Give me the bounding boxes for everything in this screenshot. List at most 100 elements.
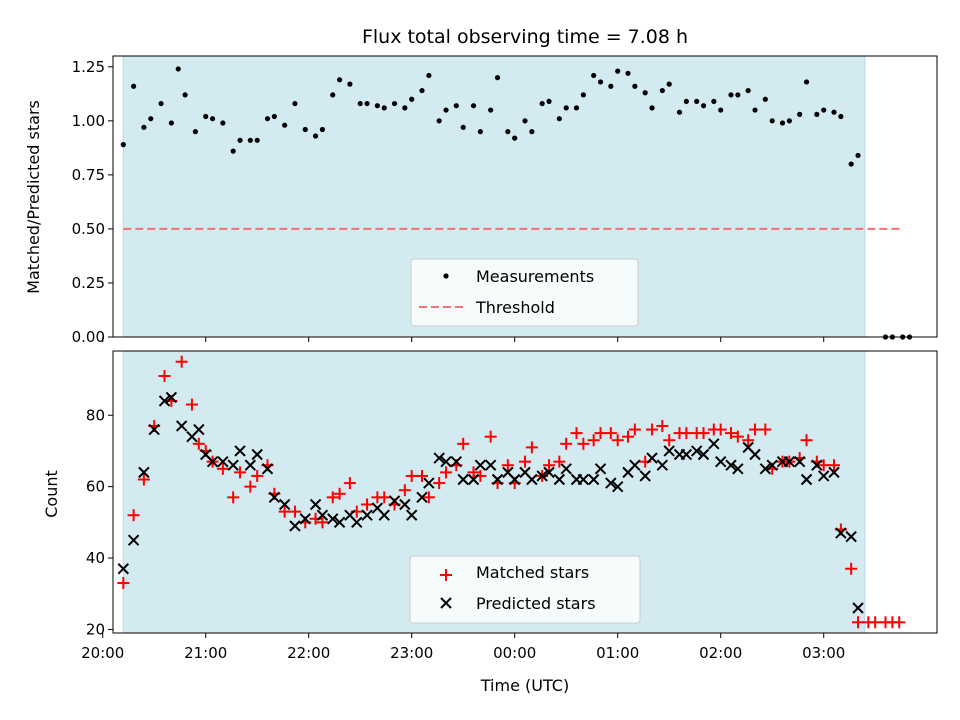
- matched-star-point: [519, 455, 531, 468]
- top-legend: Measurements Threshold: [410, 258, 639, 327]
- matched-star-point: [663, 434, 676, 447]
- predicted-star-point: [526, 473, 538, 486]
- predicted-star-point: [416, 491, 428, 504]
- measurement-point: [700, 103, 707, 109]
- measurement-point: [302, 126, 308, 133]
- matched-star-point: [680, 427, 693, 440]
- predicted-star-point: [227, 459, 239, 471]
- matched-star-point: [725, 427, 737, 440]
- predicted-star-point: [629, 459, 641, 471]
- y-tick-label: 1.00: [72, 112, 105, 130]
- predicted-star-point: [361, 509, 373, 521]
- predicted-star-point: [399, 498, 411, 511]
- x-tick-label: 03:00: [802, 644, 845, 662]
- predicted-star-point: [175, 420, 188, 432]
- measurement-point: [141, 124, 147, 130]
- matched-star-point: [484, 430, 497, 443]
- predicted-star-point: [536, 470, 548, 482]
- measurement-point: [391, 100, 398, 107]
- measurement-point: [131, 83, 137, 89]
- predicted-star-point: [639, 470, 651, 482]
- x-tick-label: 20:00: [81, 644, 124, 662]
- matched-star-point: [749, 423, 762, 436]
- matched-star-point: [628, 423, 641, 436]
- predicted-star-point: [423, 477, 435, 489]
- matched-star-point: [288, 505, 301, 518]
- measurement-point: [580, 92, 586, 98]
- matched-star-point: [378, 491, 391, 504]
- predicted-star-point: [405, 509, 418, 521]
- predicted-star-point: [759, 463, 772, 475]
- predicted-star-point: [766, 459, 778, 471]
- predicted-star-point: [457, 473, 469, 486]
- measurement-point: [666, 81, 672, 87]
- measurement-point: [855, 152, 861, 159]
- predicted-star-point: [543, 466, 555, 479]
- predicted-star-point: [251, 448, 263, 461]
- predicted-star-point: [278, 498, 291, 511]
- matched-star-point: [467, 466, 480, 479]
- measurement-point: [831, 109, 837, 115]
- measurement-point: [546, 98, 552, 104]
- measurement-point: [237, 137, 243, 143]
- matched-star-point: [158, 369, 171, 382]
- measurement-point: [158, 100, 164, 107]
- predicted-star-point: [261, 463, 274, 475]
- predicted-star-point: [158, 395, 171, 407]
- matched-star-point: [326, 491, 339, 504]
- predicted-star-point: [594, 463, 607, 475]
- measurement-point: [347, 81, 353, 87]
- predicted-star-point: [852, 602, 864, 614]
- measurement-point: [292, 100, 298, 107]
- measurement-point: [642, 90, 648, 96]
- matched-star-point: [893, 616, 906, 629]
- measurement-point: [505, 129, 511, 135]
- x-tick-label: 00:00: [493, 644, 536, 662]
- matched-star-point: [577, 437, 590, 450]
- measurement-point: [470, 103, 477, 109]
- matched-star-point: [697, 427, 710, 440]
- measurement-point: [573, 105, 580, 111]
- predicted-star-point: [193, 423, 205, 436]
- measurement-point: [264, 116, 271, 122]
- x-tick-label: 21:00: [184, 644, 227, 662]
- predicted-star-point: [244, 459, 257, 471]
- measurement-point: [364, 100, 370, 107]
- matched-star-point: [646, 423, 659, 436]
- matched-star-point: [587, 434, 600, 447]
- x-tick-label: 23:00: [390, 644, 433, 662]
- predicted-star-point: [560, 463, 572, 475]
- bottom-axis-ticks: 20 40 60 80 20:00 21:00 22:00 23:00 00:00 01:00 02…: [81, 406, 845, 662]
- predicted-star-point: [117, 563, 130, 575]
- y-tick-label: 60: [86, 478, 105, 496]
- matched-star-point: [440, 466, 453, 479]
- measurement-point: [419, 87, 425, 94]
- measurement-point: [220, 120, 226, 126]
- measurement-point: [752, 107, 758, 113]
- y-tick-label: 0.75: [72, 166, 105, 184]
- x-tick-label: 02:00: [699, 644, 742, 662]
- measurement-point: [597, 79, 604, 85]
- matched-star-point: [361, 498, 374, 511]
- measurement-point: [494, 75, 501, 81]
- measurement-point: [803, 79, 810, 85]
- y-tick-label: 40: [86, 549, 105, 567]
- measurement-point: [460, 124, 466, 130]
- measurement-point: [254, 137, 260, 143]
- y-tick-label: 20: [86, 620, 105, 638]
- measurement-point: [659, 87, 665, 94]
- predicted-star-point: [299, 513, 311, 525]
- matched-star-point: [278, 505, 291, 518]
- legend-measurements-label: Measurements: [476, 267, 594, 286]
- measurement-point: [209, 116, 216, 122]
- predicted-star-point: [708, 438, 720, 450]
- x-tick-label: 01:00: [596, 644, 639, 662]
- top-axis-ticks: 0.00 0.25 0.50 0.75 1.00 1.25: [72, 58, 825, 346]
- predicted-star-point: [680, 448, 693, 461]
- matched-star-point: [611, 434, 624, 447]
- measurement-point: [786, 118, 792, 124]
- predicted-star-point: [206, 455, 219, 468]
- matched-star-point: [117, 577, 130, 590]
- predicted-star-point: [289, 520, 301, 532]
